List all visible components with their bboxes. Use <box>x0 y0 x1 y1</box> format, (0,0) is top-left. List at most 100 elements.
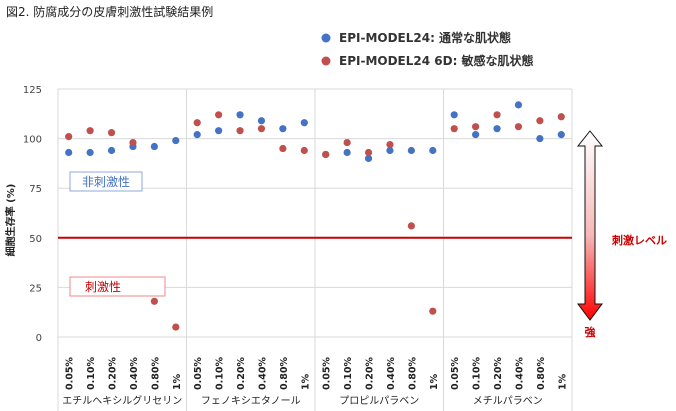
x-category-label: 0.20% <box>236 357 247 390</box>
point-normal-skin <box>386 146 394 155</box>
figure-title: 図2. 防腐成分の皮膚刺激性試験結果例 <box>6 5 214 19</box>
point-sensitive-skin <box>364 148 373 157</box>
y-tick-label: 125 <box>23 85 42 96</box>
x-category-label: 1% <box>300 373 311 390</box>
x-category-label: 0.20% <box>365 357 376 390</box>
point-normal-skin <box>65 148 73 157</box>
y-tick-labels: 0 25 50 75 100 125 <box>23 85 42 344</box>
x-category-label: 1% <box>429 373 440 390</box>
group-labels: エチルヘキシルグリセリン フェノキシエタノール プロピルパラベン メチルパラベン <box>62 394 543 407</box>
point-sensitive-skin <box>322 150 330 159</box>
point-sensitive-skin <box>493 111 501 119</box>
group-label: フェノキシエタノール <box>201 395 301 407</box>
point-normal-skin <box>514 101 523 109</box>
non-irritant-box <box>69 171 143 192</box>
point-sensitive-skin <box>129 138 137 147</box>
irritation-level-arrow <box>576 130 604 321</box>
point-normal-skin <box>493 125 501 133</box>
y-tick-label: 50 <box>29 234 42 245</box>
point-sensitive-skin <box>279 144 287 153</box>
x-category-label: 0.40% <box>257 357 268 390</box>
x-category-label: 0.40% <box>514 357 525 390</box>
y-axis-label: 細胞生存率 (%) <box>4 184 17 257</box>
group-label: メチルパラベン <box>473 395 543 407</box>
legend-marker <box>321 33 331 43</box>
irritant-box <box>69 276 166 297</box>
x-category-label: 0.20% <box>108 357 119 390</box>
point-sensitive-skin <box>450 125 458 133</box>
x-category-label: 0.80% <box>536 357 547 390</box>
irritant-label: 刺激性 <box>85 280 121 294</box>
strong-label: 強 <box>585 325 596 339</box>
point-sensitive-skin <box>407 222 415 230</box>
x-category-label: 0.80% <box>279 357 290 390</box>
x-category-label: 0.10% <box>343 357 354 390</box>
point-normal-skin <box>279 125 287 133</box>
point-normal-skin <box>343 148 351 157</box>
legend-marker <box>321 56 331 66</box>
point-sensitive-skin <box>107 129 116 137</box>
x-category-label: 0.80% <box>407 357 418 390</box>
point-normal-skin <box>107 146 116 155</box>
point-sensitive-skin <box>65 133 73 141</box>
x-category-label: 0.10% <box>86 357 97 390</box>
x-category-label: 0.05% <box>450 357 461 390</box>
point-normal-skin <box>236 111 244 119</box>
point-normal-skin <box>557 131 565 139</box>
group-separators <box>57 89 573 411</box>
y-tick-label: 0 <box>36 333 42 344</box>
point-normal-skin <box>407 146 415 155</box>
point-normal-skin <box>450 111 458 119</box>
point-sensitive-skin <box>257 125 266 133</box>
x-category-label: 0.05% <box>322 357 333 390</box>
point-sensitive-skin <box>557 113 565 121</box>
point-sensitive-skin <box>536 117 544 125</box>
point-sensitive-skin <box>172 323 180 331</box>
point-sensitive-skin <box>215 111 223 119</box>
y-tick-label: 75 <box>29 184 42 195</box>
point-normal-skin <box>300 119 308 127</box>
legend-entry: EPI-MODEL24: 通常な肌状態 <box>339 30 511 45</box>
x-category-label: 0.40% <box>129 357 140 390</box>
point-sensitive-skin <box>86 127 94 135</box>
x-category-label: 0.40% <box>386 357 397 390</box>
point-sensitive-skin <box>472 123 480 131</box>
point-sensitive-skin <box>300 146 308 155</box>
point-normal-skin <box>215 127 223 135</box>
point-sensitive-skin <box>514 123 523 131</box>
point-normal-skin <box>193 131 201 139</box>
x-category-label: 1% <box>172 373 183 390</box>
x-category-label: 0.05% <box>193 357 204 390</box>
legend: EPI-MODEL24: 通常な肌状態 EPI-MODEL24 6D: 敏感な肌状… <box>321 30 534 68</box>
point-sensitive-skin <box>429 307 437 315</box>
y-tick-label: 100 <box>23 135 42 146</box>
group-label: エチルヘキシルグリセリン <box>62 394 182 407</box>
point-sensitive-skin <box>386 140 394 149</box>
x-category-label: 0.20% <box>493 357 504 390</box>
point-sensitive-skin <box>150 297 158 305</box>
y-tick-label: 25 <box>29 283 42 294</box>
group-label: プロピルパラベン <box>339 395 419 407</box>
point-normal-skin <box>429 146 437 155</box>
x-category-labels: 0.05% 0.10% 0.20% 0.40% 0.80% 1% 0.05% 0.10% 0.2… <box>65 357 569 390</box>
legend-entry: EPI-MODEL24 6D: 敏感な肌状態 <box>339 53 534 68</box>
point-normal-skin <box>150 142 158 151</box>
x-category-label: 0.10% <box>215 357 226 390</box>
point-sensitive-skin <box>236 127 244 135</box>
point-normal-skin <box>536 135 544 143</box>
point-normal-skin <box>364 154 373 163</box>
point-sensitive-skin <box>193 119 201 127</box>
x-category-label: 0.05% <box>65 357 76 390</box>
non-irritant-label: 非刺激性 <box>82 175 130 189</box>
point-normal-skin <box>86 148 94 157</box>
x-category-label: 1% <box>557 373 568 390</box>
x-category-label: 0.80% <box>150 357 161 390</box>
point-normal-skin <box>257 117 266 125</box>
point-normal-skin <box>472 131 480 139</box>
irritation-level-label: 刺激レベル <box>611 233 667 247</box>
point-normal-skin <box>172 136 180 145</box>
point-sensitive-skin <box>343 138 351 147</box>
data-points <box>65 101 565 331</box>
